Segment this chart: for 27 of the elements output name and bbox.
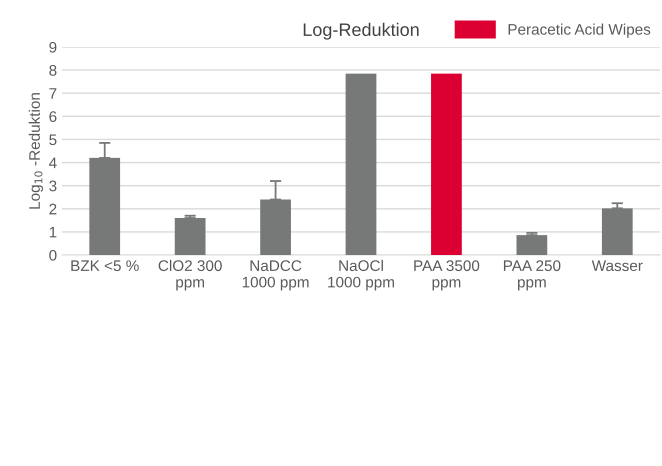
- legend-label: Peracetic Acid Wipes: [508, 24, 650, 38]
- y-tick-label: 9: [49, 42, 56, 53]
- y-tick-label: 8: [49, 64, 56, 76]
- x-tick-label: PAA 3500 ppm: [414, 260, 480, 291]
- bar: [602, 208, 633, 255]
- bar: [260, 200, 291, 255]
- bar: [174, 218, 206, 255]
- y-tick-label: 7: [49, 88, 56, 99]
- y-tick-label: 6: [49, 111, 56, 122]
- x-tick-label: PAA 250 ppm: [504, 260, 560, 291]
- y-tick-label: 2: [49, 204, 56, 214]
- x-tick-label: ClO2 300 ppm: [158, 260, 222, 291]
- x-tick-label: NaDCC 1000 ppm: [242, 260, 309, 291]
- y-tick-label: 0: [49, 250, 57, 261]
- x-tick-label: BZK <5 %: [71, 260, 139, 272]
- y-tick-label: 3: [49, 180, 56, 192]
- x-tick-label: NaOCl 1000 ppm: [328, 260, 394, 291]
- x-tick-label: Wasser: [592, 260, 643, 272]
- y-tick-label: 4: [48, 158, 57, 168]
- bar: [89, 158, 120, 255]
- bar: [431, 74, 462, 255]
- y-tick-label: 1: [50, 226, 56, 238]
- y-tick-label: 5: [49, 134, 56, 146]
- chart-title: Log-Reduktion: [304, 22, 419, 40]
- y-axis-title: Log$_{10}$ -Reduktion: [28, 93, 43, 209]
- bar: [346, 74, 376, 255]
- bar: [516, 235, 548, 255]
